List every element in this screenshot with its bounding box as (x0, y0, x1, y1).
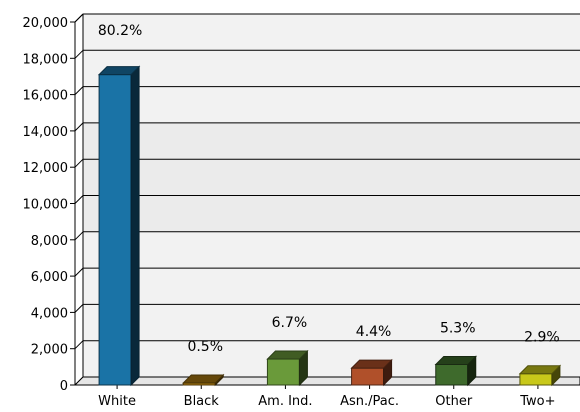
gridline-connector (74, 86, 84, 95)
x-tick-label: Asn./Pac. (340, 394, 399, 409)
plot-band (83, 50, 580, 87)
gridline-connector (74, 267, 84, 277)
bar-top (434, 355, 477, 365)
bar-top (350, 359, 393, 369)
y-tick-label: 0 (60, 379, 68, 394)
x-tick-label: Other (435, 394, 473, 409)
x-tick-label: Am. Ind. (258, 394, 312, 409)
data-label: 5.3% (440, 320, 476, 336)
gridline-connector (74, 340, 84, 350)
plot-background (83, 14, 580, 377)
x-tick-label: White (98, 394, 136, 409)
bar-5 (518, 364, 562, 387)
bar-front (351, 367, 385, 386)
y-axis-top-connector (74, 13, 84, 23)
plot-band (83, 304, 580, 341)
x-tick-label: Two+ (519, 394, 555, 409)
y-tick-label: 2,000 (31, 343, 68, 358)
x-tick-label: Black (184, 394, 220, 409)
data-label: 2.9% (524, 330, 560, 346)
bars (97, 65, 562, 387)
bar-1 (182, 373, 225, 387)
bar-front (435, 363, 469, 386)
bar-top (266, 350, 309, 360)
gridline-connector (74, 122, 84, 132)
bar-top (97, 66, 141, 76)
plot-band (83, 268, 580, 305)
bar-4 (434, 355, 477, 387)
plot-band (83, 14, 580, 51)
y-tick-label: 6,000 (31, 270, 68, 285)
plot-band (83, 86, 580, 123)
plot-band (83, 340, 580, 377)
y-tick-label: 4,000 (31, 306, 68, 321)
bar-front (266, 358, 300, 386)
y-tick-label: 14,000 (23, 125, 69, 140)
gridline-connector (74, 195, 84, 204)
bar-top (182, 374, 225, 384)
y-tick-label: 8,000 (31, 234, 68, 249)
gridline-connector (74, 304, 84, 313)
labels: White 80.2% Black 0.5% Am. Ind. 6.7% Asn./Pac.… (98, 23, 560, 409)
data-label: 6.7% (272, 315, 308, 331)
gridline-connector (74, 49, 84, 59)
y-tick-label: 10,000 (23, 198, 69, 213)
y-tick-label: 16,000 (23, 89, 69, 104)
bar-top (518, 365, 562, 375)
bar-side (130, 65, 140, 387)
data-label: 80.2% (98, 23, 142, 39)
bar-3 (350, 358, 393, 387)
bar-front (98, 74, 132, 386)
axes: 0 2,000 4,000 6,000 8,000 10,000 12,000 14,000 1… (23, 13, 580, 394)
plot-band (83, 195, 580, 232)
plot-floor (73, 376, 580, 386)
plot-band (83, 159, 580, 196)
y-tick-label: 20,000 (23, 16, 69, 31)
plot-band (83, 122, 580, 160)
bar-0 (97, 65, 141, 387)
y-tick-label: 18,000 (23, 52, 69, 67)
gridline-connector (74, 158, 84, 168)
data-label: 4.4% (356, 324, 392, 340)
y-tick-label: 12,000 (23, 161, 69, 176)
gridline-connector (74, 231, 84, 241)
plot-band (83, 231, 580, 269)
bar-front (519, 373, 553, 386)
data-label: 0.5% (187, 339, 223, 355)
bar-2 (266, 349, 309, 387)
